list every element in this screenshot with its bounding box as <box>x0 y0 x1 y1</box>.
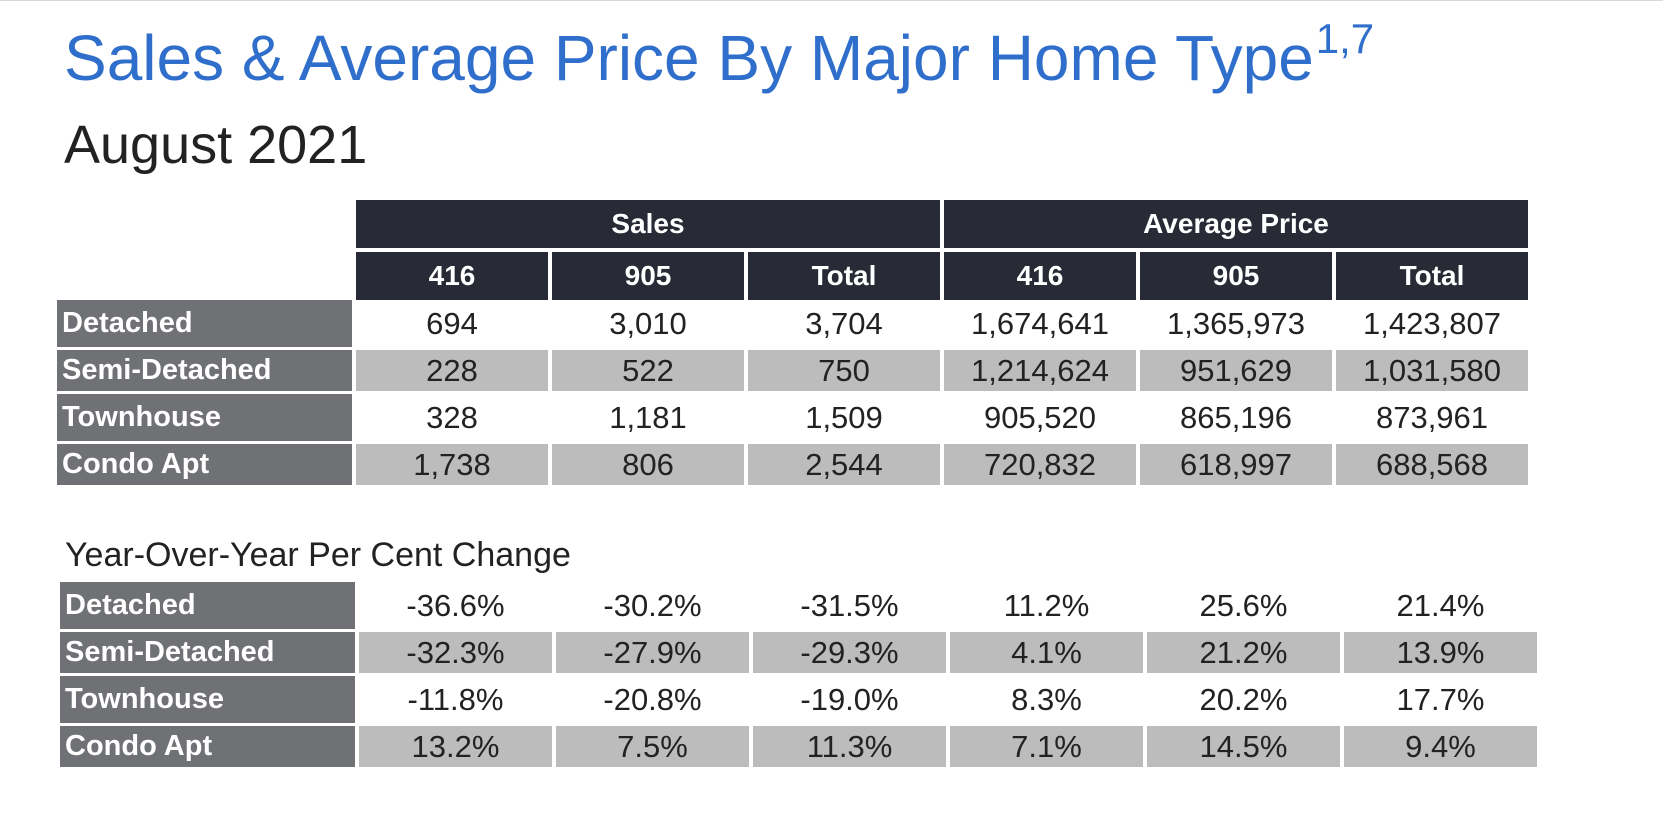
table-row: Detached -36.6% -30.2% -31.5% 11.2% 25.6% 21.4… <box>60 582 1537 629</box>
sales-price-table: Sales Average Price 416 905 Total 416 90… <box>53 200 1532 488</box>
table-cell: 865,196 <box>1140 394 1332 441</box>
table-cell: 13.2% <box>359 723 552 770</box>
table-cell: 20.2% <box>1147 676 1340 723</box>
table-cell: 522 <box>552 347 744 394</box>
table-row: Townhouse -11.8% -20.8% -19.0% 8.3% 20.2% 17.7… <box>60 676 1537 723</box>
top-divider <box>0 0 1663 1</box>
table-cell: 17.7% <box>1344 676 1537 723</box>
table-cell: -29.3% <box>753 629 946 676</box>
table-row: Detached 694 3,010 3,704 1,674,641 1,365,973 1… <box>57 300 1528 347</box>
table-cell: 328 <box>356 394 548 441</box>
table-cell: 11.3% <box>753 723 946 770</box>
header-average-price: Average Price <box>944 200 1528 248</box>
table-cell: -32.3% <box>359 629 552 676</box>
table-cell: 2,544 <box>748 441 940 488</box>
row-label: Condo Apt <box>60 723 355 770</box>
row-label: Semi-Detached <box>60 629 355 676</box>
table-cell: 3,010 <box>552 300 744 347</box>
header-sales-416: 416 <box>356 248 548 300</box>
table-cell: 1,031,580 <box>1336 347 1528 394</box>
table-cell: 1,423,807 <box>1336 300 1528 347</box>
page-subtitle: August 2021 <box>64 115 368 175</box>
table-cell: 9.4% <box>1344 723 1537 770</box>
header-sales: Sales <box>356 200 940 248</box>
table-cell: 13.9% <box>1344 629 1537 676</box>
yoy-section-title: Year-Over-Year Per Cent Change <box>65 536 571 574</box>
header-sales-total: Total <box>748 248 940 300</box>
table-cell: 3,704 <box>748 300 940 347</box>
row-label: Townhouse <box>60 676 355 723</box>
table-cell: -19.0% <box>753 676 946 723</box>
page-title: Sales & Average Price By Major Home Type… <box>64 15 1375 94</box>
header-price-416: 416 <box>944 248 1136 300</box>
table-cell: 1,738 <box>356 441 548 488</box>
table-row: Townhouse 328 1,181 1,509 905,520 865,196 873,… <box>57 394 1528 441</box>
table-cell: 21.2% <box>1147 629 1340 676</box>
table-cell: 228 <box>356 347 548 394</box>
table-cell: 1,509 <box>748 394 940 441</box>
row-label: Detached <box>57 300 352 347</box>
header-blank <box>57 200 352 248</box>
table-cell: -11.8% <box>359 676 552 723</box>
table-cell: 21.4% <box>1344 582 1537 629</box>
yoy-change-table: Detached -36.6% -30.2% -31.5% 11.2% 25.6% 21.4… <box>56 582 1541 770</box>
table-row: Semi-Detached -32.3% -27.9% -29.3% 4.1% 21.2%… <box>60 629 1537 676</box>
table-cell: 7.1% <box>950 723 1143 770</box>
table-cell: 694 <box>356 300 548 347</box>
table-cell: 905,520 <box>944 394 1136 441</box>
table-cell: 806 <box>552 441 744 488</box>
table-cell: -20.8% <box>556 676 749 723</box>
table-cell: -27.9% <box>556 629 749 676</box>
table-cell: 1,214,624 <box>944 347 1136 394</box>
table-cell: -30.2% <box>556 582 749 629</box>
table-cell: 720,832 <box>944 441 1136 488</box>
table-row: Condo Apt 1,738 806 2,544 720,832 618,997 688,… <box>57 441 1528 488</box>
row-label: Townhouse <box>57 394 352 441</box>
table-cell: 25.6% <box>1147 582 1340 629</box>
table-cell: 688,568 <box>1336 441 1528 488</box>
table-cell: 750 <box>748 347 940 394</box>
table-row: Semi-Detached 228 522 750 1,214,624 951,629 1,… <box>57 347 1528 394</box>
table-cell: 1,365,973 <box>1140 300 1332 347</box>
header-price-total: Total <box>1336 248 1528 300</box>
header-blank <box>57 248 352 300</box>
header-price-905: 905 <box>1140 248 1332 300</box>
table-cell: 1,674,641 <box>944 300 1136 347</box>
row-label: Condo Apt <box>57 441 352 488</box>
table-cell: 7.5% <box>556 723 749 770</box>
table-cell: -36.6% <box>359 582 552 629</box>
table-cell: 11.2% <box>950 582 1143 629</box>
table-cell: 618,997 <box>1140 441 1332 488</box>
table-cell: 8.3% <box>950 676 1143 723</box>
table-cell: 1,181 <box>552 394 744 441</box>
table-cell: -31.5% <box>753 582 946 629</box>
row-label: Semi-Detached <box>57 347 352 394</box>
table-cell: 951,629 <box>1140 347 1332 394</box>
title-footnote: 1,7 <box>1315 15 1375 62</box>
table-cell: 873,961 <box>1336 394 1528 441</box>
table-row: Condo Apt 13.2% 7.5% 11.3% 7.1% 14.5% 9.4% <box>60 723 1537 770</box>
header-sales-905: 905 <box>552 248 744 300</box>
table-cell: 14.5% <box>1147 723 1340 770</box>
row-label: Detached <box>60 582 355 629</box>
table-cell: 4.1% <box>950 629 1143 676</box>
